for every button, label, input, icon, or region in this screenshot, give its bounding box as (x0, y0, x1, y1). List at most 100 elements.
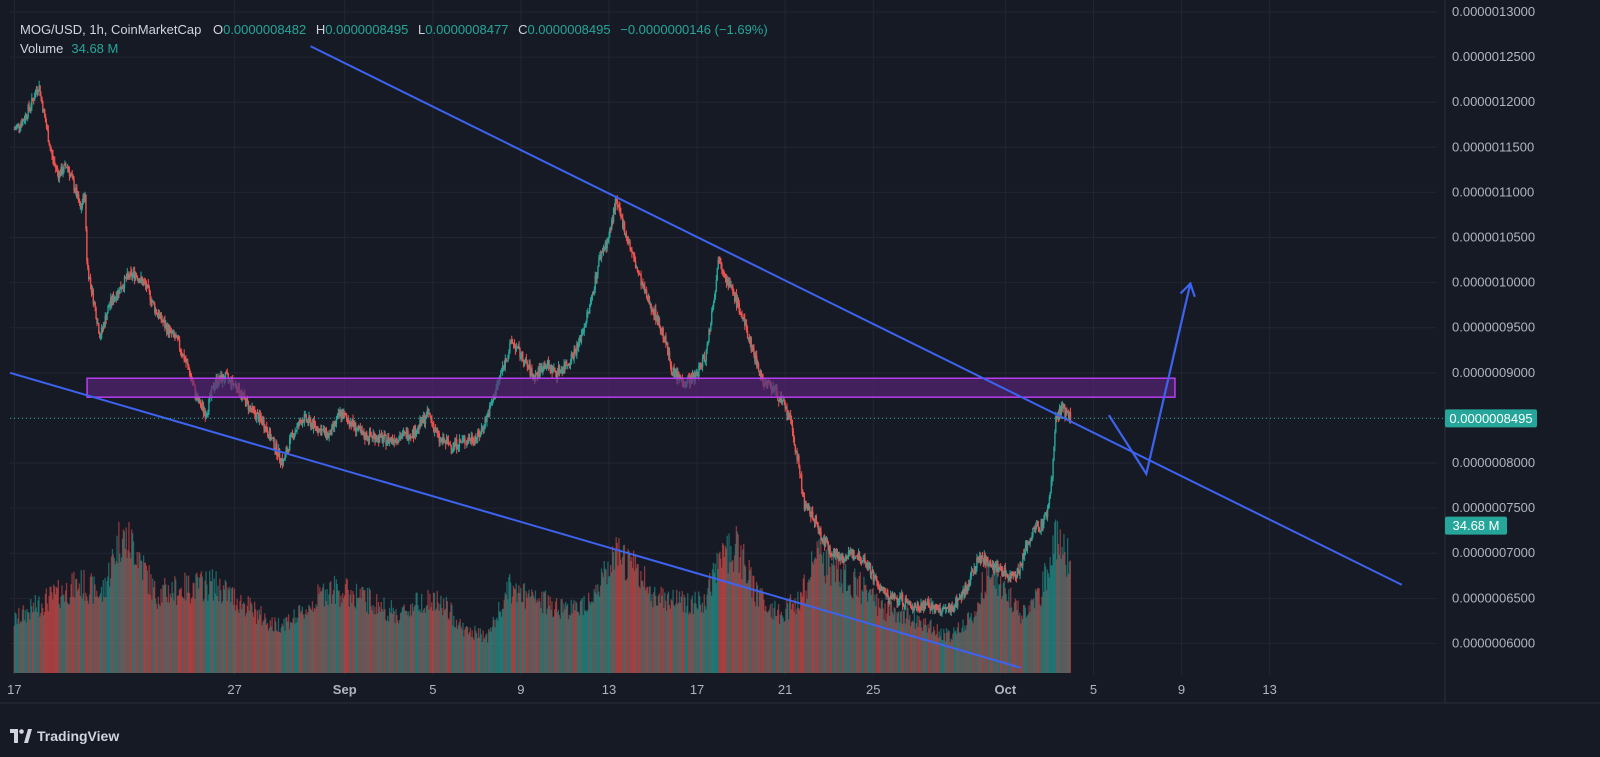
resistance-zone[interactable] (86, 377, 1176, 398)
volume-bar (243, 603, 246, 673)
candle-body (932, 605, 934, 610)
candle-body (466, 440, 469, 443)
trendlines[interactable] (9, 45, 1403, 669)
candle-body (54, 161, 56, 164)
candle-body (855, 555, 857, 559)
volume-bar (280, 627, 282, 673)
candle-body (365, 432, 367, 440)
volume-bar (656, 605, 659, 673)
volume-bar (320, 591, 322, 673)
volume-bar (273, 631, 275, 673)
volume-bar (999, 576, 1002, 673)
volume-bar (310, 610, 313, 673)
candle-body (850, 551, 852, 553)
volume-bar (652, 607, 654, 673)
volume-bar (226, 600, 228, 673)
candle-body (958, 597, 961, 600)
volume-bar (476, 638, 479, 673)
candle-body (225, 372, 228, 374)
volume-bar (1049, 557, 1051, 673)
volume-bar (447, 618, 449, 673)
volume-bar (123, 531, 126, 673)
volume-bar (152, 578, 154, 673)
candle-body (552, 370, 554, 374)
candle-body (623, 222, 626, 235)
volume-bar (710, 591, 712, 673)
volume-bar (565, 601, 567, 673)
volume-bar (895, 622, 897, 673)
footer-brand[interactable]: TradingView (10, 728, 119, 744)
candle-body (577, 343, 579, 348)
symbol-label[interactable]: MOG/USD, 1h, CoinMarketCap (20, 22, 202, 37)
volume-bar (97, 596, 99, 673)
candle-body (484, 418, 486, 428)
volume-bar (627, 548, 629, 673)
volume-bar (927, 624, 929, 673)
candle-body (508, 351, 510, 356)
volume-bar (560, 599, 562, 673)
candle-body (378, 434, 381, 443)
volume-bar (899, 622, 901, 673)
volume-bar (958, 632, 960, 673)
volume-bar (240, 594, 242, 673)
candle-body (314, 423, 317, 428)
candle-body (443, 436, 445, 443)
candle-body (924, 601, 927, 605)
volume-bar (504, 592, 506, 673)
volume-bar (290, 622, 293, 673)
volume-bar (689, 613, 692, 673)
volume-bar (376, 613, 379, 673)
candle-body (70, 174, 72, 176)
time-axis[interactable]: 17 27 Sep 5 9 13 17 21 25 Oct 5 9 13 (7, 682, 1277, 697)
volume-bar (900, 610, 903, 673)
candle-body (67, 166, 70, 171)
volume-bar (17, 618, 19, 673)
candle-body (838, 556, 840, 558)
volume-bar (498, 601, 500, 673)
volume-bar (658, 593, 660, 673)
volume-bars (13, 519, 1072, 673)
volume-bar (553, 616, 555, 673)
candle-body (132, 270, 135, 275)
volume-bar (533, 598, 536, 673)
volume-bar (419, 609, 421, 673)
candle-body (74, 190, 76, 192)
volume-bar (83, 569, 85, 673)
candle-body (760, 370, 763, 377)
volume-label[interactable]: Volume (20, 41, 64, 56)
volume-bar (182, 597, 184, 673)
candle-body (491, 400, 494, 404)
candle-body (143, 282, 146, 284)
volume-bar (632, 567, 634, 673)
candle-body (618, 206, 620, 208)
volume-bar (122, 529, 125, 673)
volume-bar (193, 583, 195, 673)
candle-body (367, 438, 370, 441)
candle-body (963, 589, 965, 597)
candle-body (724, 277, 727, 279)
candle-body (320, 428, 322, 435)
candle-body (920, 603, 922, 610)
volume-bar (313, 607, 315, 673)
volume-bar (434, 610, 437, 673)
volume-bar (479, 628, 482, 673)
candle-body (625, 233, 628, 237)
candle-body (245, 398, 248, 406)
candle-body (78, 202, 81, 204)
candle-body (519, 348, 521, 358)
candle-body (844, 559, 846, 563)
volume-bar (214, 593, 216, 673)
candle-body (614, 198, 617, 211)
volume-bar (585, 609, 587, 673)
candle-body (641, 281, 643, 286)
price-axis[interactable]: 0.00000130000.00000125000.00000120000.00… (1452, 4, 1535, 650)
volume-bar (787, 603, 789, 673)
volume-bar (934, 635, 937, 673)
candle-body (827, 542, 829, 550)
candle-body (244, 397, 247, 406)
candle-body (867, 563, 869, 570)
candle-body (333, 421, 336, 427)
candle-body (455, 439, 458, 449)
volume-bar (501, 608, 504, 673)
